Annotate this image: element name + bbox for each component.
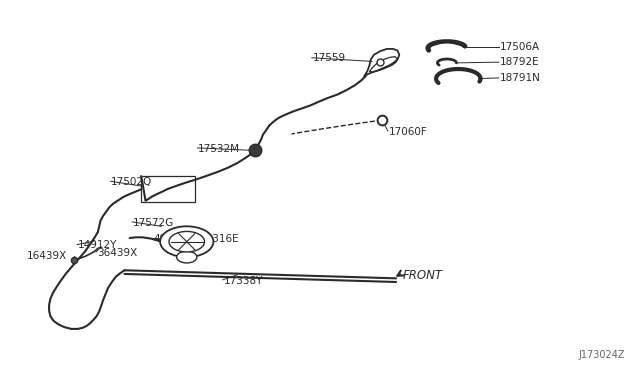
- Text: 17502Q: 17502Q: [111, 177, 152, 187]
- Text: J173024Z: J173024Z: [578, 350, 625, 360]
- Bar: [141, 176, 195, 202]
- Text: 36439X: 36439X: [97, 248, 137, 258]
- Text: 18791N: 18791N: [500, 73, 540, 83]
- Text: FRONT: FRONT: [403, 269, 442, 282]
- Text: 17559: 17559: [312, 54, 346, 64]
- Text: 17532M: 17532M: [198, 144, 240, 154]
- Text: 17572G: 17572G: [133, 218, 174, 228]
- Text: 17506A: 17506A: [500, 42, 540, 52]
- Text: 17060F: 17060F: [388, 127, 428, 137]
- Text: 17338Y: 17338Y: [223, 276, 263, 286]
- Text: 18316E: 18316E: [200, 234, 239, 244]
- Text: 49728X: 49728X: [154, 234, 194, 244]
- Circle shape: [160, 226, 213, 257]
- Text: 14912Y: 14912Y: [77, 240, 117, 250]
- Text: 18792E: 18792E: [500, 57, 539, 67]
- Text: 16439X: 16439X: [27, 251, 67, 262]
- Circle shape: [177, 251, 197, 263]
- Circle shape: [169, 231, 205, 252]
